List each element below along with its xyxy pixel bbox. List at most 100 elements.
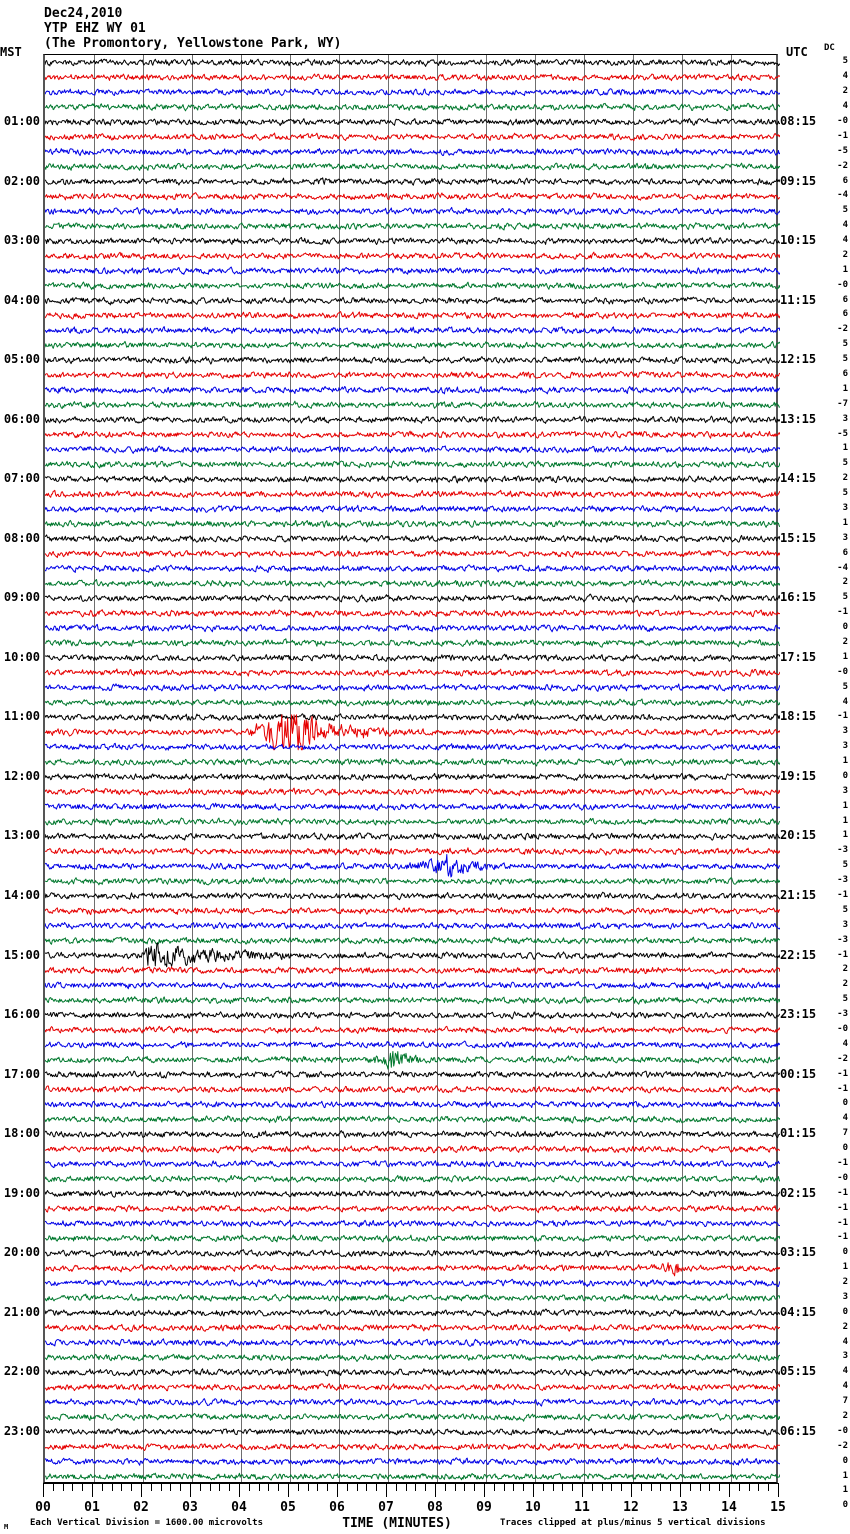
trace-row-55 bbox=[45, 877, 780, 886]
x-tick-11.2 bbox=[591, 1483, 593, 1491]
x-tick-10.4 bbox=[552, 1483, 554, 1491]
trace-row-22 bbox=[45, 386, 780, 395]
trace-row-91 bbox=[45, 1413, 780, 1422]
x-tick-6.2 bbox=[346, 1483, 348, 1491]
gridline-minute-07 bbox=[388, 55, 389, 1482]
trace-row-11 bbox=[45, 222, 780, 231]
dc-value-row-55: -3 bbox=[837, 875, 848, 886]
dc-value-row-33: 6 bbox=[842, 547, 848, 558]
x-tick-label-14: 14 bbox=[721, 1500, 737, 1515]
dc-value-row-11: 4 bbox=[842, 220, 848, 231]
dc-value-row-21: 6 bbox=[842, 369, 848, 380]
x-tick-label-00: 00 bbox=[35, 1500, 51, 1515]
x-tick-7.0 bbox=[386, 1483, 387, 1497]
x-tick-1.2 bbox=[101, 1483, 103, 1491]
utc-time-label-0415: 04:15 bbox=[780, 1304, 817, 1319]
x-tick-8.2 bbox=[444, 1483, 446, 1491]
x-tick-13.2 bbox=[689, 1483, 691, 1491]
utc-time-label-1515: 15:15 bbox=[780, 530, 817, 545]
trace-row-31 bbox=[45, 519, 780, 528]
x-tick-0.8 bbox=[82, 1483, 84, 1491]
mst-time-label-1400: 14:00 bbox=[3, 888, 40, 903]
trace-row-16 bbox=[45, 296, 780, 306]
dc-value-row-18: -2 bbox=[837, 324, 848, 335]
mst-time-label-0100: 01:00 bbox=[3, 113, 40, 128]
dc-value-row-56: -1 bbox=[837, 890, 848, 901]
x-tick-0.2 bbox=[52, 1483, 54, 1491]
x-tick-1.4 bbox=[111, 1483, 113, 1491]
mst-time-label-0500: 05:00 bbox=[3, 352, 40, 367]
mst-time-label-0400: 04:00 bbox=[3, 292, 40, 307]
gridline-minute-08 bbox=[437, 55, 438, 1482]
trace-row-44 bbox=[45, 713, 780, 722]
x-tick-10.2 bbox=[542, 1483, 544, 1491]
dc-value-row-16: 6 bbox=[842, 294, 848, 305]
clip-note: Traces clipped at plus/minus 5 vertical … bbox=[500, 1518, 766, 1528]
trace-row-48 bbox=[45, 772, 780, 781]
dc-value-row-69: -1 bbox=[837, 1083, 848, 1094]
gridline-minute-14 bbox=[731, 55, 732, 1482]
mst-time-label-2300: 23:00 bbox=[3, 1423, 40, 1438]
utc-time-label-2315: 23:15 bbox=[780, 1007, 817, 1022]
x-tick-9.6 bbox=[513, 1483, 515, 1491]
x-tick-7.4 bbox=[405, 1483, 407, 1491]
trace-row-92 bbox=[45, 1427, 780, 1436]
dc-value-row-89: 4 bbox=[842, 1381, 848, 1392]
trace-row-21 bbox=[45, 370, 780, 379]
trace-canvas bbox=[45, 55, 780, 1482]
dc-value-row-86: 4 bbox=[842, 1336, 848, 1347]
utc-time-label-0315: 03:15 bbox=[780, 1245, 817, 1260]
dc-value-row-65: -0 bbox=[837, 1023, 848, 1034]
dc-value-row-70: 0 bbox=[842, 1098, 848, 1109]
dc-value-row-36: 5 bbox=[842, 592, 848, 603]
helicorder-plot[interactable] bbox=[43, 54, 780, 1483]
trace-row-0 bbox=[45, 58, 780, 67]
trace-row-42 bbox=[45, 683, 780, 692]
trace-row-74 bbox=[45, 1159, 780, 1169]
x-tick-13.8 bbox=[719, 1483, 721, 1491]
dc-value-row-25: -5 bbox=[837, 428, 848, 439]
trace-row-28 bbox=[45, 475, 780, 484]
trace-row-15 bbox=[45, 281, 780, 290]
utc-time-label-2215: 22:15 bbox=[780, 947, 817, 962]
dc-value-row-41: -0 bbox=[837, 666, 848, 677]
mst-time-label-1700: 17:00 bbox=[3, 1066, 40, 1081]
dc-value-row-23: -7 bbox=[837, 398, 848, 409]
dc-value-row-87: 3 bbox=[842, 1351, 848, 1362]
x-tick-9.2 bbox=[493, 1483, 495, 1491]
dc-value-row-40: 1 bbox=[842, 651, 848, 662]
utc-time-label-0815: 08:15 bbox=[780, 113, 817, 128]
x-tick-8.6 bbox=[464, 1483, 466, 1491]
mst-time-label-1000: 10:00 bbox=[3, 649, 40, 664]
utc-time-label-0915: 09:15 bbox=[780, 173, 817, 188]
x-tick-2.8 bbox=[180, 1483, 182, 1491]
x-tick-label-13: 13 bbox=[672, 1500, 688, 1515]
gridline-minute-01 bbox=[94, 55, 95, 1482]
x-tick-3.6 bbox=[219, 1483, 221, 1491]
x-tick-14.8 bbox=[768, 1483, 770, 1491]
trace-row-24 bbox=[45, 415, 780, 424]
dc-value-row-54: 5 bbox=[842, 860, 848, 871]
mst-time-label-2200: 22:00 bbox=[3, 1364, 40, 1379]
x-tick-label-05: 05 bbox=[280, 1500, 296, 1515]
dc-value-row-52: 1 bbox=[842, 830, 848, 841]
dc-value-row-53: -3 bbox=[837, 845, 848, 856]
dc-value-row-76: -1 bbox=[837, 1187, 848, 1198]
dc-value-row-38: 0 bbox=[842, 622, 848, 633]
dc-value-row-85: 2 bbox=[842, 1321, 848, 1332]
trace-row-87 bbox=[45, 1353, 780, 1362]
utc-time-label-1615: 16:15 bbox=[780, 590, 817, 605]
x-axis-title: TIME (MINUTES) bbox=[342, 1516, 452, 1531]
utc-time-label-0515: 05:15 bbox=[780, 1364, 817, 1379]
dc-value-row-78: -1 bbox=[837, 1217, 848, 1228]
x-axis-line bbox=[43, 1483, 778, 1484]
dc-value-row-8: 6 bbox=[842, 175, 848, 186]
dc-value-row-0: 5 bbox=[842, 56, 848, 67]
dc-value-row-34: -4 bbox=[837, 562, 848, 573]
trace-row-4 bbox=[45, 118, 780, 127]
dc-value-row-45: 3 bbox=[842, 726, 848, 737]
dc-value-row-43: 4 bbox=[842, 696, 848, 707]
gridline-minute-12 bbox=[633, 55, 634, 1482]
dc-value-row-63: 5 bbox=[842, 994, 848, 1005]
utc-time-label-1715: 17:15 bbox=[780, 649, 817, 664]
